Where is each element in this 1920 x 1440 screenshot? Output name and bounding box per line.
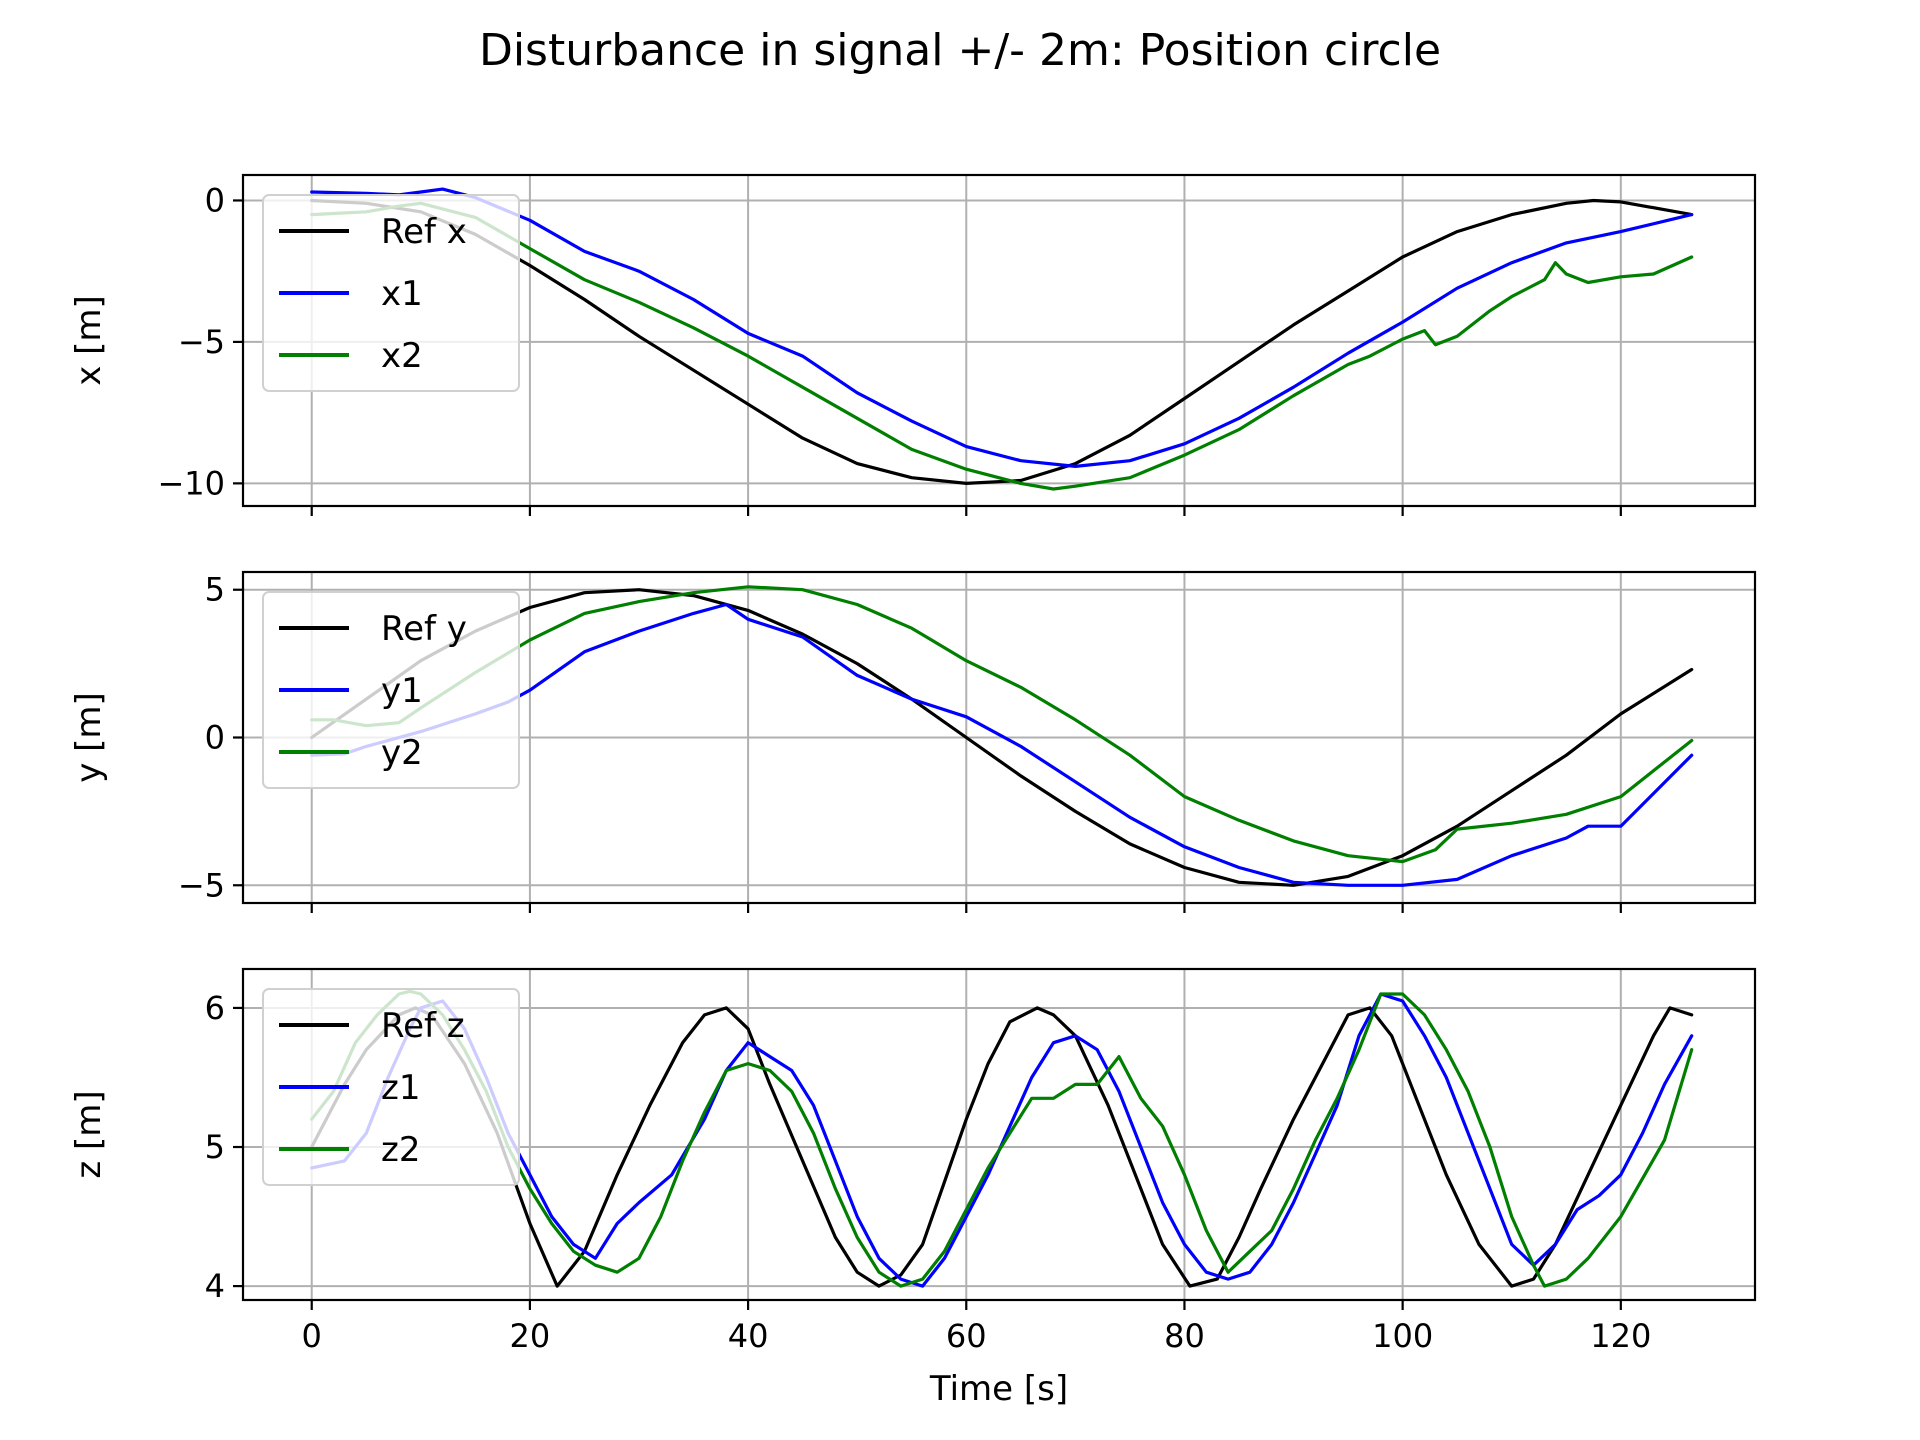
legend: Ref y y1 y2 [262,591,520,789]
series-line-x2 [310,201,1694,491]
subplot-2: 5 0 −5 y [m] Ref y y1 y2 [69,571,1757,913]
y-tick-label: −5 [178,866,225,904]
y-tick-label: −5 [178,323,225,361]
series-line-x1 [310,187,1694,468]
legend-frame [262,591,520,789]
x-tick-label: 40 [728,1317,769,1355]
y-tick-label: 6 [205,989,225,1027]
y-tick-label: 0 [205,181,225,219]
x-tick-label: 100 [1372,1317,1433,1355]
legend-label: x1 [381,274,423,314]
series-line-ref-z [310,1006,1694,1288]
y-tick-label: 4 [205,1267,225,1305]
legend-label: Ref x [381,212,467,252]
figure-title: Disturbance in signal +/- 2m: Position c… [479,25,1441,76]
legend-label: Ref z [381,1006,465,1046]
legend-frame [262,988,520,1186]
x-tick-label: 80 [1164,1317,1205,1355]
y-tick-label: 0 [205,719,225,757]
axes-frame [241,967,1757,1302]
legend-label: y2 [381,733,423,773]
series-line-ref-y [310,588,1694,887]
y-axis-label: x [m] [69,295,109,386]
legend-label: Ref y [381,609,467,649]
legend-label: x2 [381,336,423,376]
subplot-1: 0 −5 −10 x [m] Ref x x1 x2 [69,173,1757,516]
legend: Ref x x1 x2 [262,194,520,392]
series-line-z1 [310,992,1694,1288]
subplots: 0 −5 −10 x [m] Ref x x1 x2 5 0 −5 y [m] Ref y y1 y2 0 2… [69,173,1757,1409]
y-tick-label: −10 [157,464,225,502]
x-tick-label: 120 [1590,1317,1651,1355]
series-line-ref-x [310,198,1694,485]
x-tick-label: 60 [946,1317,987,1355]
legend-frame [262,194,520,392]
legend: Ref z z1 z2 [262,988,520,1186]
subplot-3: 0 20 40 60 80 100 120 6 5 4 z [m] Time [s] Ref z z1 z2 [69,967,1757,1409]
legend-label: y1 [381,671,423,711]
y-tick-label: 5 [205,1128,225,1166]
legend-label: z1 [381,1068,420,1108]
x-tick-label: 20 [510,1317,551,1355]
x-axis-label: Time [s] [929,1369,1068,1409]
y-axis-label: z [m] [69,1090,109,1178]
y-tick-label: 5 [205,571,225,609]
x-tick-label: 0 [302,1317,322,1355]
y-axis-label: y [m] [69,692,109,783]
legend-label: z2 [381,1130,420,1170]
axes-frame [241,173,1757,508]
